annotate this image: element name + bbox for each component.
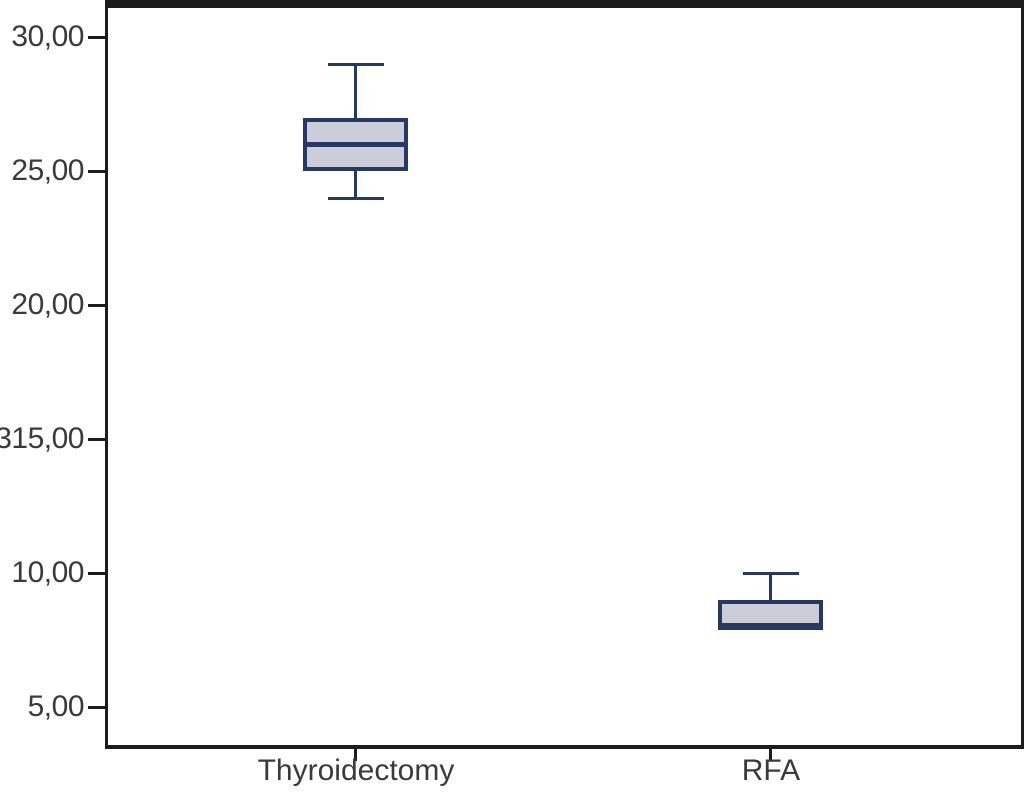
- y-tick-mark: [88, 169, 105, 173]
- upper-whisker-line: [769, 573, 773, 601]
- x-tick-mark: [354, 749, 358, 761]
- boxplot-box: [718, 600, 824, 628]
- y-tick-label: 30,00: [11, 20, 84, 54]
- y-tick-mark: [88, 303, 105, 307]
- x-category-label: Thyroidectomy: [257, 754, 455, 787]
- x-tick-mark: [769, 749, 773, 761]
- upper-whisker-line: [354, 64, 358, 118]
- upper-whisker-cap: [742, 571, 799, 575]
- y-tick-mark: [88, 35, 105, 39]
- y-tick-label: 5,00: [27, 690, 85, 724]
- lower-whisker-line: [354, 171, 358, 199]
- plot-area: [105, 0, 1024, 749]
- y-tick-mark: [88, 437, 105, 441]
- y-tick-label: 20,00: [11, 288, 84, 322]
- y-tick-label: 315,00: [0, 422, 84, 456]
- y-tick-mark: [88, 571, 105, 575]
- x-category-label: RFA: [741, 754, 801, 787]
- median-line: [303, 142, 409, 148]
- y-tick-label: 10,00: [11, 556, 84, 590]
- y-tick-label: 25,00: [11, 154, 84, 188]
- upper-whisker-cap: [327, 62, 384, 66]
- y-tick-mark: [88, 705, 105, 709]
- lower-whisker-cap: [327, 196, 384, 200]
- median-line: [718, 624, 824, 630]
